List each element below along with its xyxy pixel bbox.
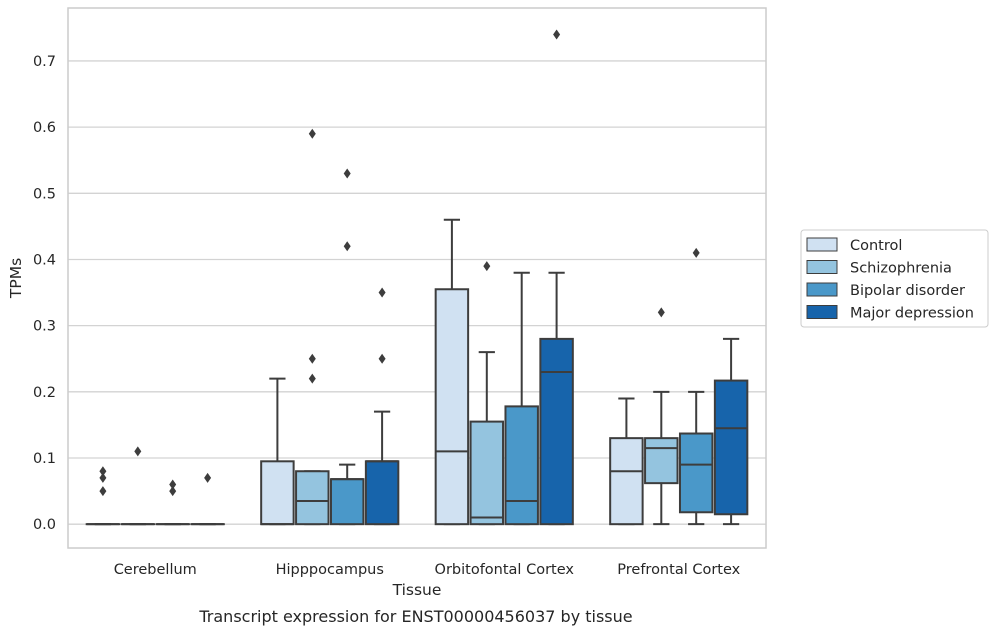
- legend-label: Major depression: [850, 306, 974, 322]
- box: [644, 437, 679, 485]
- box-bipolar-disorder: [504, 271, 539, 526]
- legend-label: Schizophrenia: [850, 261, 952, 277]
- box: [469, 420, 505, 526]
- y-tick-label: 0.3: [33, 319, 56, 335]
- y-tick-label: 0.1: [33, 451, 56, 467]
- box-schizophrenia: [644, 307, 679, 526]
- box-major-depression: [364, 287, 400, 526]
- box-major-depression: [539, 29, 574, 526]
- y-tick-labels: 0.0 0.1 0.2 0.3 0.4 0.5 0.6 0.7: [33, 54, 56, 533]
- y-tick-label: 0.2: [33, 385, 56, 401]
- outlier-point: [99, 486, 107, 497]
- outlier-point: [204, 472, 212, 483]
- legend: Control Schizophrenia Bipolar disorder Majo…: [800, 229, 989, 328]
- box: [434, 288, 470, 526]
- chart-caption: Transcript expression for ENST0000045603…: [198, 607, 632, 626]
- box-major-depression: [713, 337, 749, 526]
- box-control: [85, 466, 121, 526]
- box: [504, 405, 539, 526]
- x-tick-label: Hipppocampus: [276, 562, 384, 578]
- box-bipolar-disorder: [329, 168, 365, 526]
- box-major-depression: [190, 472, 225, 526]
- plot-frame: [67, 7, 767, 549]
- y-axis-label: TPMs: [7, 258, 25, 299]
- legend-label: Bipolar disorder: [850, 283, 965, 299]
- legend-swatch: [806, 260, 838, 274]
- outlier-point: [99, 466, 107, 477]
- x-tick-label: Orbitofontal Cortex: [435, 562, 575, 578]
- outlier-point: [692, 247, 700, 258]
- box: [295, 470, 330, 526]
- outlier-point: [657, 307, 665, 318]
- box-bipolar-disorder: [155, 479, 190, 526]
- x-tick-labels: Cerebellum Hipppocampus Orbitofontal Corte…: [114, 562, 741, 578]
- box-control: [260, 377, 295, 526]
- y-tick-label: 0.6: [33, 120, 56, 136]
- y-tick-label: 0.0: [33, 517, 56, 533]
- grid-lines: [68, 60, 766, 525]
- box: [329, 478, 365, 526]
- box-schizophrenia: [120, 446, 156, 526]
- box-schizophrenia: [469, 261, 505, 526]
- outlier-point: [343, 168, 351, 179]
- box-schizophrenia: [295, 128, 330, 526]
- box: [678, 432, 714, 514]
- outlier-point: [99, 472, 107, 483]
- box-control: [609, 397, 644, 526]
- y-tick-label: 0.4: [33, 252, 56, 268]
- legend-swatch: [806, 282, 838, 297]
- outlier-point: [308, 373, 316, 384]
- box: [713, 379, 749, 516]
- box: [260, 460, 295, 526]
- box: [364, 460, 400, 526]
- outlier-point: [378, 353, 386, 364]
- y-tick-label: 0.5: [33, 186, 56, 202]
- legend-frame: [800, 229, 989, 328]
- box: [609, 437, 644, 526]
- outlier-point: [308, 353, 316, 364]
- outlier-point: [553, 29, 561, 40]
- outlier-point: [308, 128, 316, 139]
- outlier-point: [169, 479, 177, 490]
- x-axis-label: Tissue: [392, 581, 442, 599]
- legend-swatch: [806, 237, 838, 252]
- box-bipolar-disorder: [678, 247, 714, 526]
- legend-label: Control: [850, 238, 902, 254]
- x-tick-label: Cerebellum: [114, 562, 197, 578]
- outlier-point: [169, 486, 177, 497]
- outlier-point: [378, 287, 386, 298]
- x-tick-label: Prefrontal Cortex: [617, 562, 740, 578]
- legend-swatch: [806, 305, 838, 319]
- box-groups: [85, 29, 749, 526]
- outlier-point: [343, 241, 351, 252]
- outlier-point: [134, 446, 142, 457]
- outlier-point: [483, 261, 491, 272]
- y-tick-label: 0.7: [33, 54, 56, 70]
- box-control: [434, 218, 470, 526]
- box: [539, 337, 574, 526]
